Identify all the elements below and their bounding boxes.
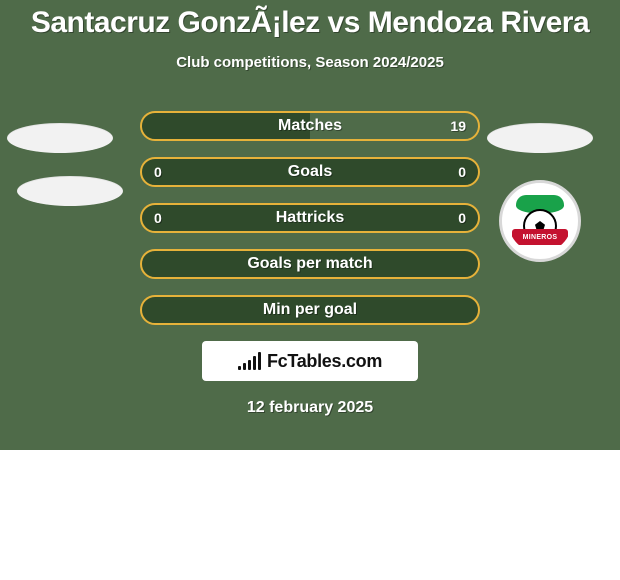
stat-value-right: 0 bbox=[458, 164, 466, 180]
stat-row: Matches 19 bbox=[140, 111, 480, 141]
brand-logo-bars-icon bbox=[238, 352, 261, 370]
stat-value-right: 0 bbox=[458, 210, 466, 226]
stat-label: Goals bbox=[288, 163, 332, 181]
stat-value-right: 19 bbox=[450, 118, 466, 134]
footer-date: 12 february 2025 bbox=[0, 399, 620, 417]
stat-label: Matches bbox=[278, 117, 342, 135]
stat-value-left: 0 bbox=[154, 210, 162, 226]
stat-value-left: 0 bbox=[154, 164, 162, 180]
stat-row: Goals 0 0 bbox=[140, 157, 480, 187]
stats-rows: Matches 19 Goals 0 0 Hattricks 0 0 Goals per mat… bbox=[0, 111, 620, 325]
stat-label: Min per goal bbox=[263, 301, 357, 319]
stat-row: Min per goal bbox=[140, 295, 480, 325]
page-subtitle: Club competitions, Season 2024/2025 bbox=[0, 54, 620, 71]
brand-logo: FcTables.com bbox=[202, 341, 418, 381]
brand-logo-text: FcTables.com bbox=[267, 351, 382, 372]
stat-label: Hattricks bbox=[276, 209, 344, 227]
stat-row: Goals per match bbox=[140, 249, 480, 279]
page-title: Santacruz GonzÃ¡lez vs Mendoza Rivera bbox=[0, 0, 620, 40]
comparison-card: Santacruz GonzÃ¡lez vs Mendoza Rivera Cl… bbox=[0, 0, 620, 450]
stat-row: Hattricks 0 0 bbox=[140, 203, 480, 233]
stat-label: Goals per match bbox=[247, 255, 372, 273]
